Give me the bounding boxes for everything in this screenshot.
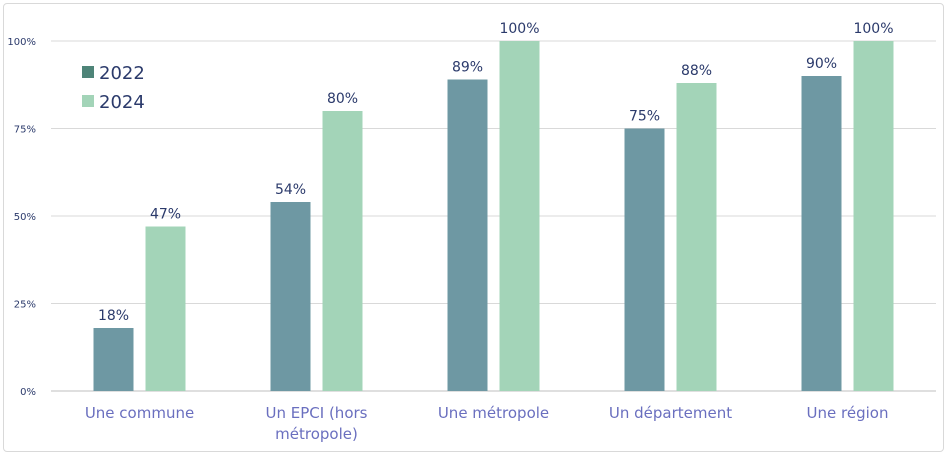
legend-swatch-2024 [82, 95, 94, 107]
data-label-2022: 90% [806, 56, 837, 72]
x-tick-label: métropole) [275, 425, 358, 443]
bar-2022 [93, 328, 134, 391]
legend-label-2022: 2022 [99, 63, 145, 84]
x-tick-label: Une région [807, 404, 889, 422]
x-tick-label: Un EPCI (hors [266, 404, 368, 422]
x-tick-label: Une commune [85, 404, 194, 422]
y-tick-label: 0% [20, 387, 36, 398]
data-label-2022: 18% [98, 308, 129, 324]
gridlines [51, 40, 936, 392]
data-label-2024: 80% [327, 91, 358, 107]
y-axis-ticks: 0% 25% 50% 75% 100% [7, 37, 36, 398]
data-label-2022: 89% [452, 60, 483, 76]
data-label-2022: 75% [629, 109, 660, 125]
legend: 2022 2024 [82, 63, 145, 113]
x-tick-label: Un département [609, 404, 732, 422]
bar-2024 [499, 41, 540, 391]
bar-2022 [801, 76, 842, 391]
data-label-2024: 100% [853, 21, 893, 37]
bar-2024 [853, 41, 894, 391]
y-tick-label: 75% [14, 125, 36, 136]
bar-2022 [270, 202, 311, 391]
y-tick-label: 25% [14, 300, 36, 311]
legend-swatch-2022 [82, 66, 94, 78]
chart-frame: 0% 25% 50% 75% 100% 18% 47% 54% 80% 89% 100% 75% 88… [3, 3, 944, 452]
data-label-2022: 54% [275, 182, 306, 198]
bars [93, 41, 894, 391]
bar-chart: 0% 25% 50% 75% 100% 18% 47% 54% 80% 89% 100% 75% 88… [7, 21, 936, 443]
data-label-2024: 47% [150, 207, 181, 223]
bar-2024 [145, 226, 186, 391]
bar-2024 [322, 111, 363, 391]
y-tick-label: 100% [7, 37, 36, 48]
bar-2022 [447, 79, 488, 391]
data-labels: 18% 47% 54% 80% 89% 100% 75% 88% 90% 100% [98, 21, 894, 324]
x-tick-label: Une métropole [438, 404, 549, 422]
data-label-2024: 100% [499, 21, 539, 37]
bar-2024 [676, 83, 717, 391]
x-axis-ticks: Une commune Un EPCI (hors métropole) Une mé… [85, 404, 889, 443]
y-tick-label: 50% [14, 212, 36, 223]
bar-2022 [624, 128, 665, 391]
data-label-2024: 88% [681, 63, 712, 79]
legend-label-2024: 2024 [99, 92, 145, 113]
